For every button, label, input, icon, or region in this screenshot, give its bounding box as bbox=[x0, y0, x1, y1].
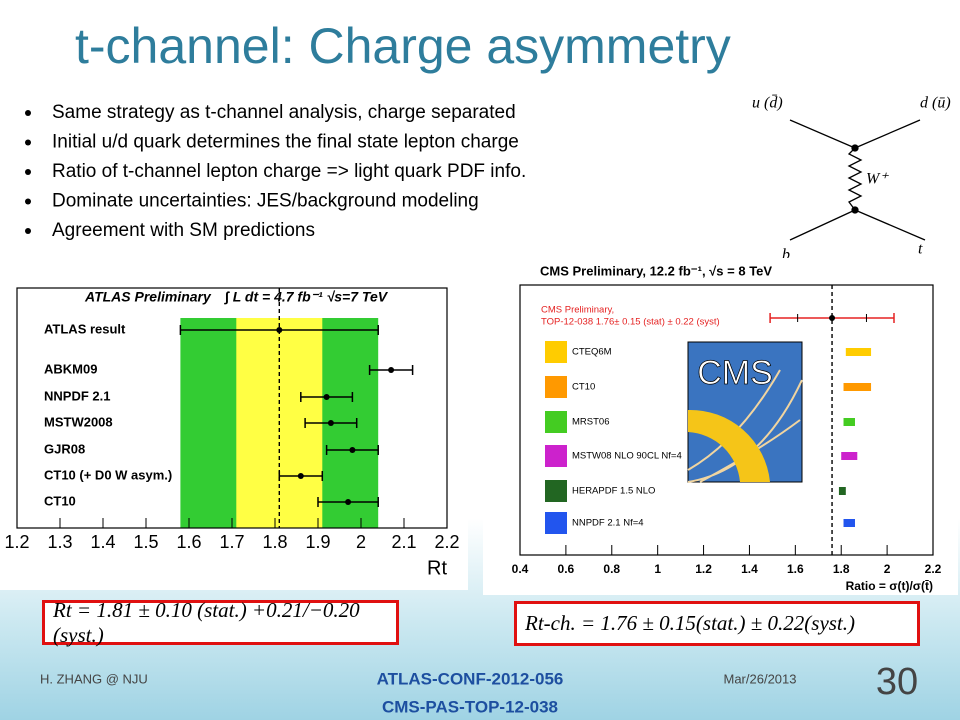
x-tick-label: 2.1 bbox=[391, 532, 416, 552]
footer-ref: CMS-PAS-TOP-12-038 bbox=[382, 697, 558, 716]
x-tick-label: 2 bbox=[884, 562, 891, 576]
x-tick-label: 0.6 bbox=[558, 562, 575, 576]
legend-swatch bbox=[545, 480, 567, 502]
category-label: CT10 (+ D0 W asym.) bbox=[44, 467, 172, 482]
measurement-point bbox=[276, 327, 283, 333]
footer-ref: ATLAS-CONF-2012-056 bbox=[377, 669, 564, 688]
prediction-bar bbox=[845, 348, 872, 356]
x-tick-label: 1.8 bbox=[833, 562, 850, 576]
prediction-point bbox=[345, 499, 352, 505]
legend-label: HERAPDF 1.5 NLO bbox=[572, 486, 655, 497]
logo-ring bbox=[688, 409, 770, 482]
x-tick-label: 1.8 bbox=[262, 532, 287, 552]
x-tick-label: 2.2 bbox=[925, 562, 942, 576]
formula-atlas: Rt = 1.81 ± 0.10 (stat.) +0.21/−0.20 (sy… bbox=[42, 598, 399, 647]
footer-author: H. ZHANG @ NJU bbox=[40, 671, 148, 686]
legend-swatch bbox=[545, 411, 567, 433]
feynman-label: t bbox=[918, 241, 923, 258]
bullet-text: Initial u/d quark determines the final s… bbox=[52, 132, 519, 153]
x-tick-label: 1.6 bbox=[176, 532, 201, 552]
legend-label: CT10 bbox=[572, 382, 595, 393]
x-tick-label: 1.9 bbox=[305, 532, 330, 552]
x-tick-label: 1.7 bbox=[219, 532, 244, 552]
legend-swatch bbox=[545, 341, 567, 363]
annotation: TOP-12-038 1.76± 0.15 (stat) ± 0.22 (sys… bbox=[541, 317, 720, 328]
bullet-dot bbox=[25, 198, 31, 205]
x-tick-label: 1 bbox=[654, 562, 661, 576]
prediction-point bbox=[349, 447, 356, 453]
prediction-point bbox=[323, 394, 330, 400]
formula-cms: Rt-ch. = 1.76 ± 0.15(stat.) ± 0.22(syst.… bbox=[514, 601, 920, 646]
category-label: MSTW2008 bbox=[44, 414, 113, 429]
bullet-text: Dominate uncertainties: JES/background m… bbox=[52, 191, 479, 212]
chart-header: ATLAS Preliminary bbox=[84, 289, 212, 305]
x-tick-label: 1.2 bbox=[695, 562, 712, 576]
category-label: CT10 bbox=[44, 493, 76, 508]
x-tick-label: 1.6 bbox=[787, 562, 804, 576]
legend-label: CTEQ6M bbox=[572, 347, 612, 358]
x-tick-label: 1.2 bbox=[4, 532, 29, 552]
x-tick-label: 1.5 bbox=[133, 532, 158, 552]
bullet-dot bbox=[25, 169, 31, 175]
x-tick-label: 2 bbox=[356, 532, 366, 552]
x-tick-label: 2.2 bbox=[434, 532, 459, 552]
x-tick-label: 0.8 bbox=[603, 562, 620, 576]
feynman-label: W⁺ bbox=[866, 171, 889, 188]
annotation: CMS Preliminary, bbox=[541, 305, 614, 316]
feynman-label: u (d̄) bbox=[752, 95, 783, 112]
legend-swatch bbox=[545, 376, 567, 398]
prediction-point bbox=[297, 473, 304, 479]
measurement-label: ATLAS result bbox=[44, 321, 126, 336]
measurement-point bbox=[829, 315, 836, 321]
bullet-text: Agreement with SM predictions bbox=[52, 220, 315, 241]
prediction-bar bbox=[843, 519, 855, 527]
prediction-point bbox=[327, 420, 334, 426]
bullet-text: Same strategy as t-channel analysis, cha… bbox=[52, 102, 516, 123]
footer-date: Mar/26/2013 bbox=[724, 671, 797, 686]
bullet-dot bbox=[25, 228, 31, 234]
category-label: GJR08 bbox=[44, 441, 85, 456]
feynman-label: b bbox=[782, 247, 790, 264]
prediction-bar bbox=[841, 452, 858, 460]
category-label: ABKM09 bbox=[44, 361, 97, 376]
chart-header: CMS Preliminary, 12.2 fb⁻¹, √s = 8 TeV bbox=[540, 263, 772, 278]
x-tick-label: 1.3 bbox=[47, 532, 72, 552]
page-number: 30 bbox=[876, 661, 918, 703]
prediction-point bbox=[388, 367, 395, 373]
chart-header: ∫ L dt = 4.7 fb⁻¹ √s=7 TeV bbox=[224, 289, 389, 305]
slide-title: t-channel: Charge asymmetry bbox=[75, 18, 731, 74]
prediction-bar bbox=[843, 418, 855, 426]
legend-label: MRST06 bbox=[572, 417, 609, 428]
prediction-bar bbox=[843, 383, 872, 391]
feynman-label: d (ū) bbox=[920, 95, 951, 112]
legend-swatch bbox=[545, 512, 567, 534]
legend-label: MSTW08 NLO 90CL Nf=4 bbox=[572, 451, 682, 462]
category-label: NNPDF 2.1 bbox=[44, 388, 110, 403]
bullet-dot bbox=[25, 139, 31, 146]
legend-label: NNPDF 2.1 Nf=4 bbox=[572, 518, 644, 529]
plot-frame bbox=[519, 284, 934, 556]
x-tick-label: 1.4 bbox=[90, 532, 115, 552]
feynman-diagram bbox=[752, 88, 958, 258]
logo-text: CMS bbox=[697, 354, 773, 392]
prediction-bar bbox=[838, 487, 846, 495]
x-axis-label: Rt bbox=[427, 557, 447, 579]
x-tick-label: 1.4 bbox=[741, 562, 758, 576]
x-axis-label: Ratio = σ(t)/σ(t̄) bbox=[846, 579, 933, 593]
legend-swatch bbox=[545, 445, 567, 467]
x-tick-label: 0.4 bbox=[512, 562, 529, 576]
bullet-text: Ratio of t-channel lepton charge => ligh… bbox=[52, 161, 526, 182]
bullet-dot bbox=[25, 110, 31, 116]
